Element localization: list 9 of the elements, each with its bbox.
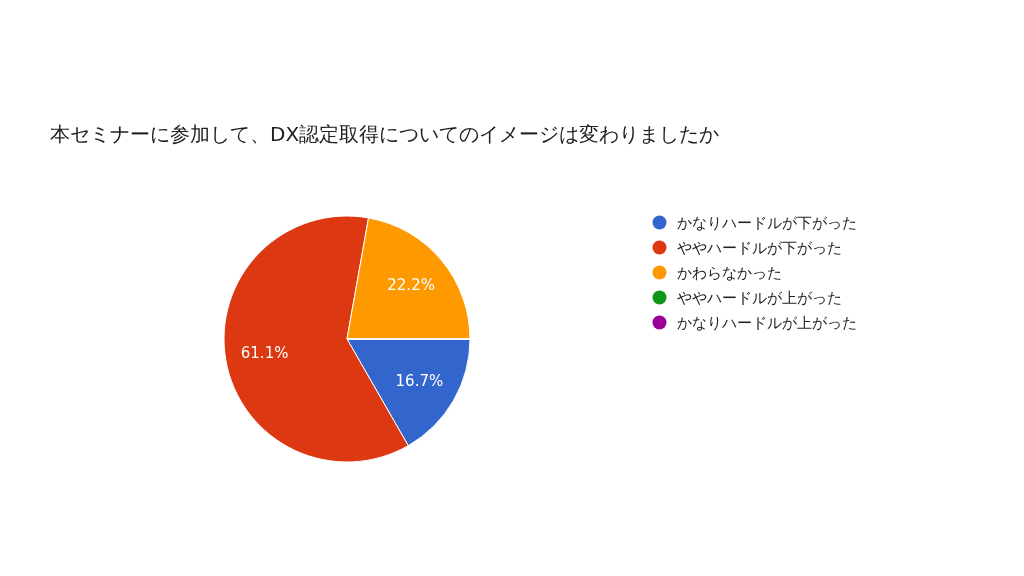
legend-label: かなりハードルが上がった <box>677 313 857 332</box>
legend-label: かなりハードルが下がった <box>677 213 857 232</box>
data-label: 61.1% <box>240 344 289 363</box>
data-label: 22.2% <box>387 276 435 295</box>
chart-title: 本セミナーに参加して、DX認定取得についてのイメージは変わりましたか <box>50 122 720 146</box>
legend-label: かわらなかった <box>677 263 782 282</box>
legend-label: ややハードルが下がった <box>677 238 842 257</box>
data-label: 16.7% <box>395 371 444 390</box>
legend-label: ややハードルが上がった <box>677 288 842 307</box>
